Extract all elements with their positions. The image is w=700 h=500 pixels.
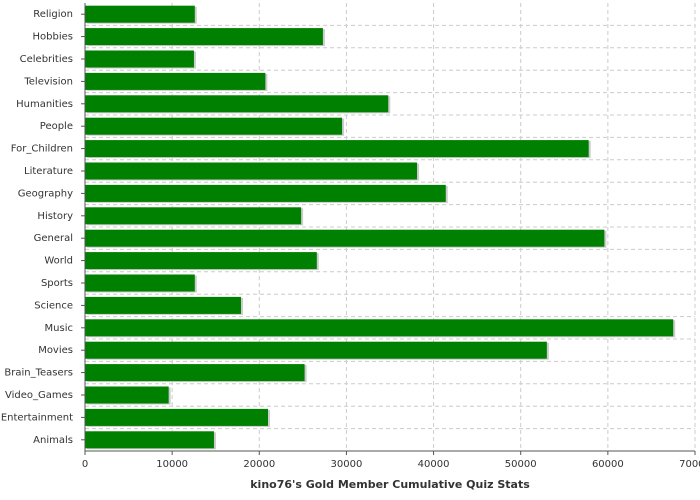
y-tick-label: Humanities	[16, 99, 73, 110]
y-tick-label: Entertainment	[1, 412, 73, 423]
y-tick-label: Sports	[41, 278, 73, 289]
bar	[85, 386, 169, 404]
x-tick-label: 40000	[418, 459, 450, 470]
bar	[85, 431, 214, 449]
bar	[85, 184, 446, 202]
bar	[85, 408, 268, 426]
bar	[85, 252, 317, 270]
x-tick-label: 70000	[679, 459, 700, 470]
y-tick-label: Music	[45, 323, 73, 334]
x-tick-label: 10000	[156, 459, 188, 470]
bar	[85, 319, 674, 337]
y-tick-label: History	[37, 211, 73, 222]
bar	[85, 50, 194, 68]
y-tick-label: Television	[23, 76, 73, 87]
x-tick-label: 0	[82, 459, 88, 470]
y-tick-label: For_Children	[11, 144, 73, 155]
bar	[85, 341, 547, 359]
bar	[85, 296, 241, 314]
bar	[85, 5, 195, 23]
bar	[85, 28, 323, 46]
x-tick-label: 50000	[505, 459, 537, 470]
y-tick-label: Brain_Teasers	[4, 368, 73, 379]
y-tick-label: General	[34, 233, 73, 244]
y-tick-label: Religion	[33, 9, 73, 20]
bar	[85, 162, 418, 180]
y-tick-label: Animals	[33, 435, 73, 446]
bar	[85, 140, 589, 158]
y-tick-label: Movies	[38, 345, 73, 356]
y-tick-label: Geography	[18, 188, 73, 199]
y-tick-label: People	[40, 121, 73, 132]
x-tick-label: 30000	[331, 459, 363, 470]
y-tick-label: Hobbies	[33, 32, 73, 43]
bar	[85, 207, 302, 225]
bar	[85, 117, 343, 135]
bar	[85, 229, 605, 247]
bar	[85, 95, 389, 113]
y-tick-label: Science	[34, 300, 73, 311]
y-tick-label: Video_Games	[5, 390, 73, 401]
x-tick-label: 60000	[592, 459, 624, 470]
y-tick-label: Literature	[24, 166, 73, 177]
bar	[85, 72, 266, 90]
x-tick-label: 20000	[243, 459, 275, 470]
chart-title: kino76's Gold Member Cumulative Quiz Sta…	[250, 478, 530, 491]
y-tick-label: World	[44, 256, 73, 267]
bar	[85, 364, 305, 382]
bar	[85, 274, 195, 292]
y-tick-label: Celebrities	[20, 54, 73, 65]
